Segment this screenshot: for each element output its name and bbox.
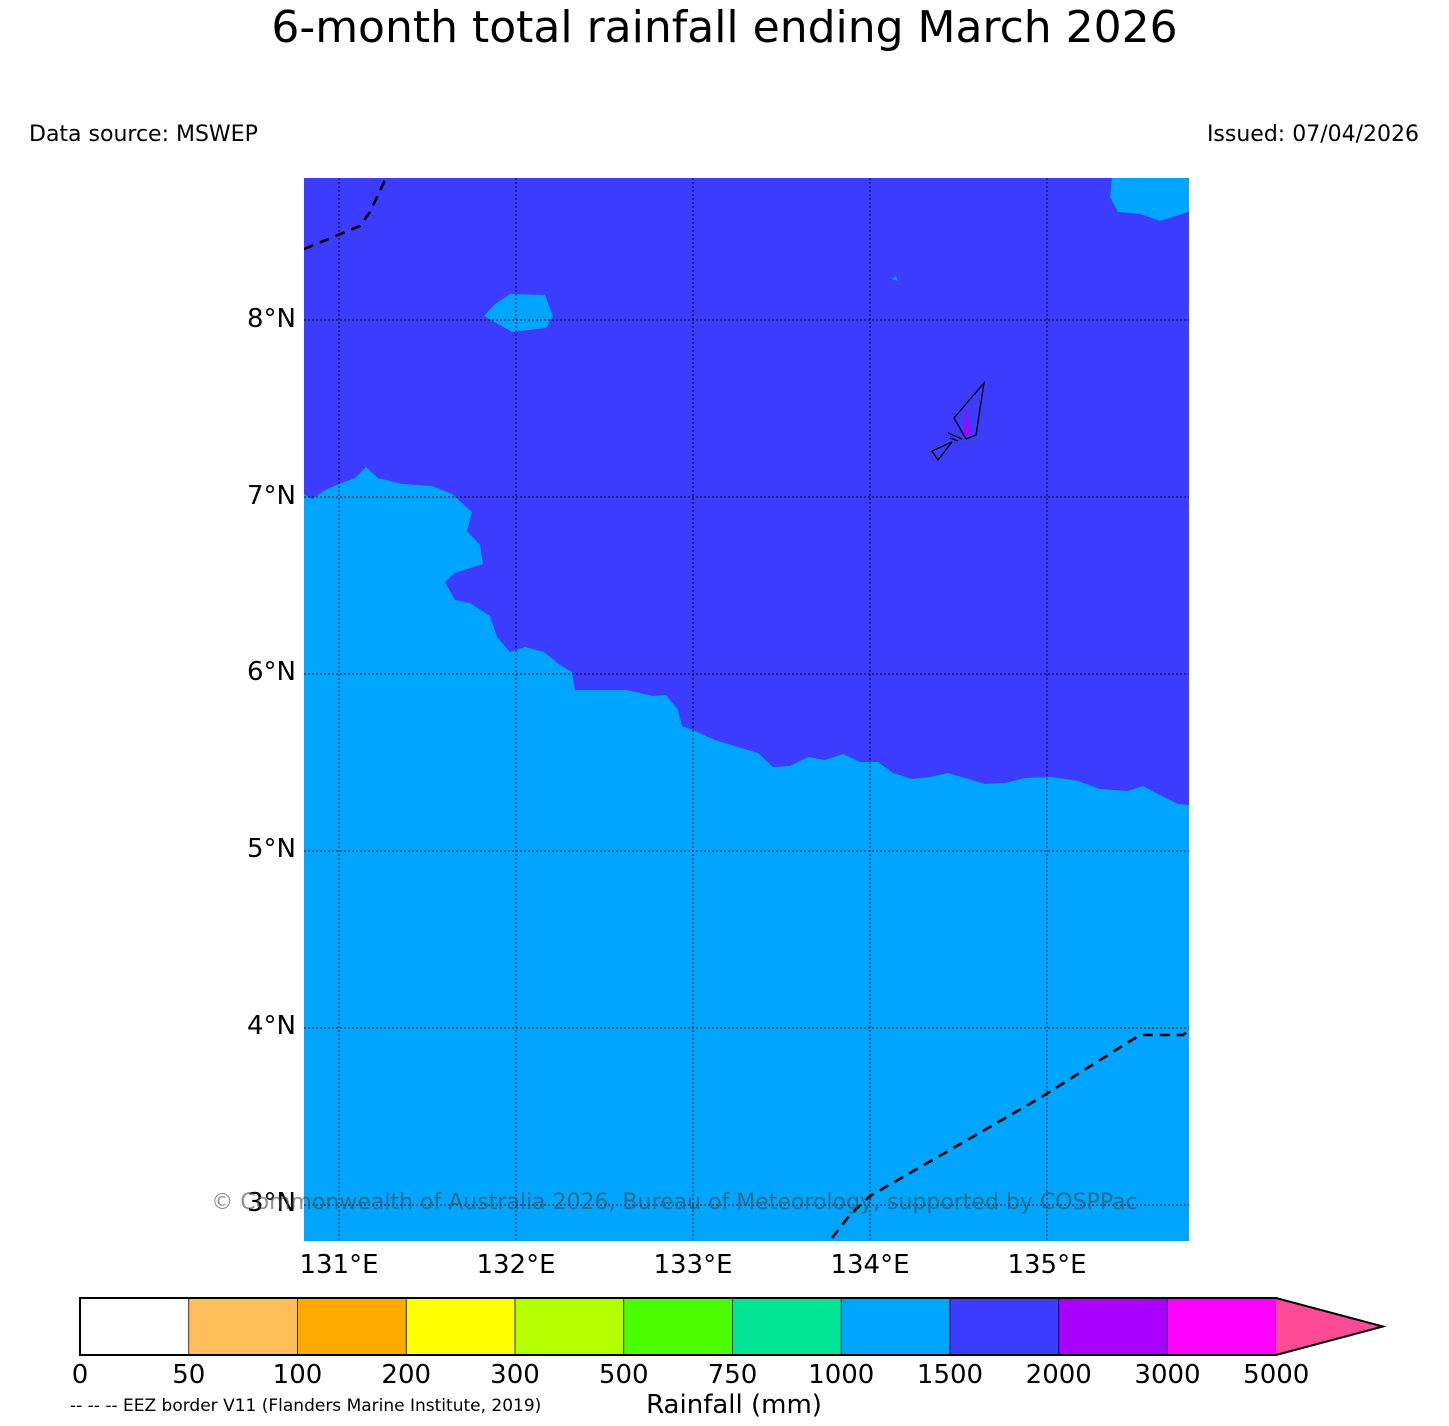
colorbar-swatch [515, 1298, 624, 1355]
map-title: 6-month total rainfall ending March 2026 [271, 2, 1178, 53]
lon-label-135e: 135°E [1007, 1250, 1087, 1280]
colorbar-tick-label: 3000 [1134, 1360, 1201, 1390]
colorbar-tick-label: 5000 [1243, 1360, 1310, 1390]
lon-label-132e: 132°E [476, 1250, 556, 1280]
colorbar-swatch [188, 1298, 298, 1355]
map-panel [304, 178, 1189, 1241]
colorbar-swatch [1058, 1298, 1168, 1355]
eez-border [304, 179, 1189, 1239]
colorbar-swatch [80, 1298, 189, 1355]
colorbar-tick-label: 2000 [1025, 1360, 1092, 1390]
colorbar-swatch [297, 1298, 407, 1355]
data-source-label: Data source: MSWEP [29, 122, 258, 147]
lat-label-4n: 4°N [247, 1011, 296, 1041]
rainfall-speck [892, 276, 898, 281]
colorbar-tick-label: 1000 [808, 1360, 875, 1390]
colorbar-swatch [623, 1298, 733, 1355]
rainfall-patch-1000-1500 [484, 294, 553, 332]
colorbar-swatch [732, 1298, 842, 1355]
issued-date-label: Issued: 07/04/2026 [1206, 122, 1419, 147]
lon-label-134e: 134°E [830, 1250, 910, 1280]
colorbar-title: Rainfall (mm) [646, 1390, 822, 1420]
colorbar-tick-label: 50 [172, 1360, 206, 1390]
colorbar-tick-label: 300 [490, 1360, 540, 1390]
colorbar-tick-label: 200 [381, 1360, 432, 1390]
copyright-notice: © Commonwealth of Australia 2026, Bureau… [211, 1190, 1138, 1215]
lon-label-131e: 131°E [299, 1250, 379, 1280]
palau-island-outline [931, 380, 985, 462]
colorbar-tick-label: 500 [598, 1360, 649, 1390]
rainfall-region-1500-2000 [304, 178, 1189, 805]
colorbar-tick-label: 1500 [916, 1360, 984, 1390]
eez-legend-note: -- -- -- EEZ border V11 (Flanders Marine… [70, 1396, 542, 1416]
colorbar-swatch [406, 1298, 515, 1355]
map-gridlines [304, 178, 1189, 1241]
rainfall-region-2000-3000 [964, 405, 971, 437]
colorbar [79, 1297, 1387, 1356]
lon-label-133e: 133°E [653, 1250, 733, 1280]
lat-label-8n: 8°N [247, 304, 296, 334]
colorbar-tick-label: 100 [272, 1360, 323, 1390]
lat-label-7n: 7°N [247, 481, 296, 511]
lat-label-6n: 6°N [247, 657, 296, 687]
colorbar-tick-label: 0 [71, 1360, 89, 1390]
colorbar-extend-arrow [1276, 1298, 1383, 1355]
lat-label-5n: 5°N [247, 834, 296, 864]
colorbar-swatch [841, 1298, 950, 1355]
colorbar-tick-label: 750 [707, 1360, 758, 1390]
colorbar-swatch [1167, 1298, 1277, 1355]
lat-label-3n: 3°N [247, 1188, 296, 1218]
colorbar-swatch [950, 1298, 1059, 1355]
